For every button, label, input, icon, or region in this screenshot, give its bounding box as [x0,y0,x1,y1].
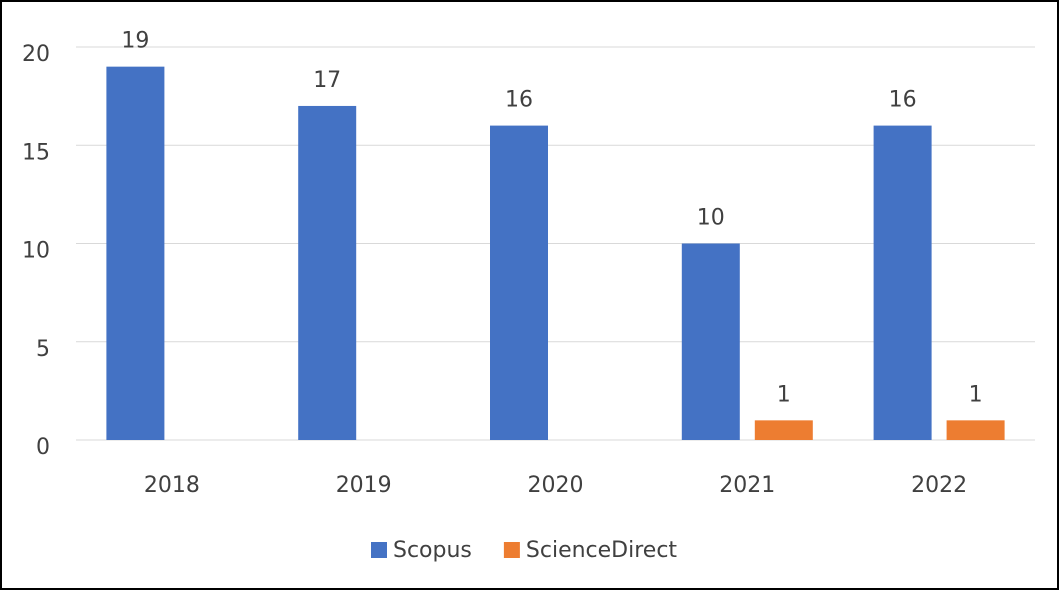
bar [873,125,932,440]
x-tick-label: 2021 [719,473,775,498]
x-tick-label: 2022 [911,473,967,498]
data-label: 16 [889,88,917,113]
bar [681,243,740,440]
x-tick-label: 2020 [528,473,584,498]
x-tick-label: 2018 [144,473,200,498]
bar [946,420,1005,440]
data-label: 1 [777,382,791,407]
bar [490,125,548,440]
y-tick-label: 15 [22,140,50,165]
x-tick-label: 2019 [336,473,392,498]
y-tick-label: 0 [36,435,50,460]
bar [298,105,357,440]
data-label: 17 [313,68,341,93]
legend-label: Scopus [393,538,472,563]
data-label: 19 [121,29,149,54]
legend-swatch [503,542,520,558]
data-label: 16 [505,88,533,113]
y-tick-label: 10 [22,239,50,264]
legend-swatch [371,542,387,558]
bar [754,420,813,440]
bar [106,66,165,441]
data-label: 1 [969,382,983,407]
y-tick-label: 5 [36,337,50,362]
legend-label: ScienceDirect [526,538,678,563]
y-tick-label: 20 [22,42,50,67]
data-label: 10 [697,206,725,231]
